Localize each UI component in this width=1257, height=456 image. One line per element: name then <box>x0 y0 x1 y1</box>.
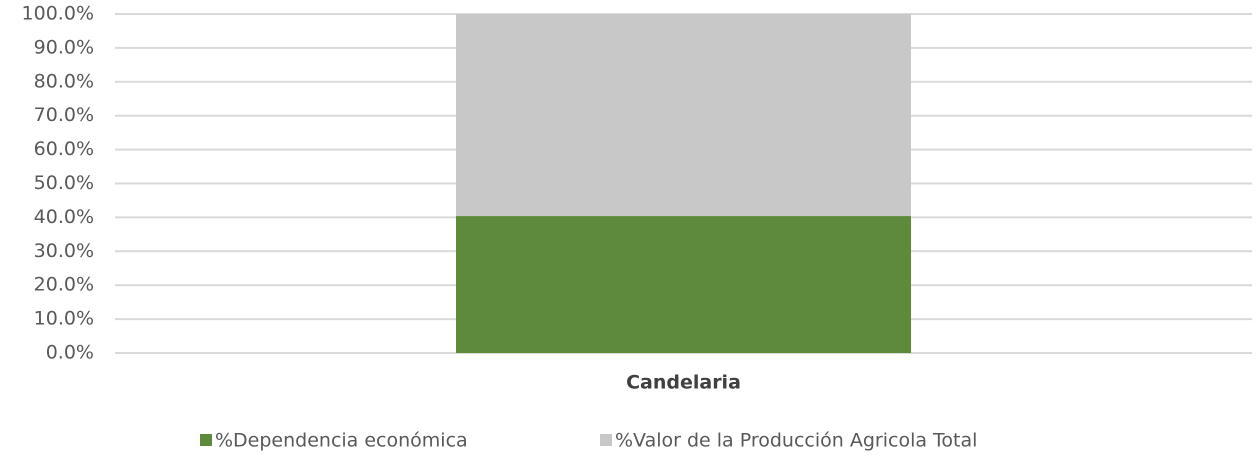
y-tick-label: 90.0% <box>34 36 94 58</box>
y-tick-label: 0.0% <box>46 342 94 364</box>
y-tick-label: 60.0% <box>34 138 94 160</box>
legend-label: %Valor de la Producción Agricola Total <box>615 430 977 452</box>
bar-segment <box>456 216 911 353</box>
x-tick-label: Candelaria <box>626 372 741 394</box>
legend-label: %Dependencia económica <box>215 430 468 452</box>
bar-segment <box>456 14 911 217</box>
legend-swatch <box>200 434 212 446</box>
y-tick-label: 70.0% <box>34 104 94 126</box>
y-tick-label: 80.0% <box>34 70 94 92</box>
y-tick-label: 30.0% <box>34 240 94 262</box>
y-tick-label: 100.0% <box>22 3 94 25</box>
legend-swatch <box>600 434 612 446</box>
y-tick-label: 10.0% <box>34 308 94 330</box>
y-tick-label: 40.0% <box>34 206 94 228</box>
y-tick-label: 20.0% <box>34 274 94 296</box>
y-tick-label: 50.0% <box>34 172 94 194</box>
